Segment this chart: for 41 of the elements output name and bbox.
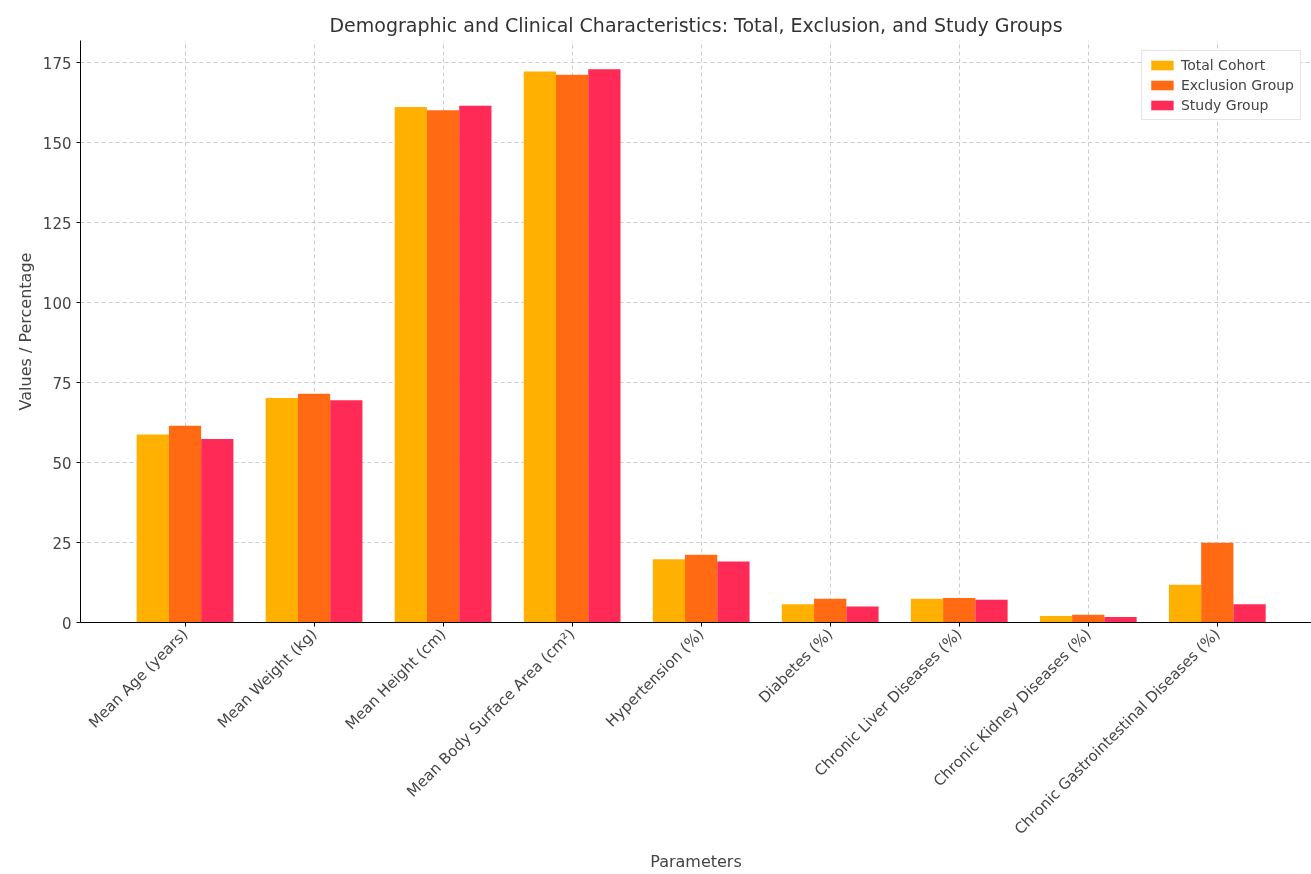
bar xyxy=(556,74,589,623)
y-axis-title: Values / Percentage xyxy=(15,252,35,411)
y-tick-label: 0 xyxy=(61,614,72,633)
y-tick-label: 175 xyxy=(42,54,72,73)
bar xyxy=(943,597,976,623)
bar xyxy=(330,400,363,623)
y-tick-label: 100 xyxy=(42,294,72,313)
bar xyxy=(781,604,815,623)
bar xyxy=(459,105,492,623)
bar xyxy=(1201,542,1234,623)
bar xyxy=(394,107,427,623)
x-axis-title: Parameters xyxy=(650,852,742,872)
bar xyxy=(814,598,847,623)
bar xyxy=(1039,616,1073,623)
legend-label: Exclusion Group xyxy=(1180,77,1294,93)
chart-title: Demographic and Clinical Characteristics: Total, Exclusion, and Study Groups xyxy=(329,13,1063,36)
bar xyxy=(717,561,750,623)
bar xyxy=(1104,617,1137,623)
y-tick-label: 50 xyxy=(52,454,72,473)
bar xyxy=(846,606,879,623)
bar xyxy=(1168,584,1202,623)
bar xyxy=(1233,604,1266,623)
y-tick-label: 75 xyxy=(52,374,72,393)
bar xyxy=(975,599,1008,623)
bar xyxy=(168,425,202,623)
legend-label: Study Group xyxy=(1180,97,1269,113)
bar xyxy=(652,559,686,623)
bar xyxy=(265,398,298,623)
bar xyxy=(523,71,556,623)
bar xyxy=(297,393,331,623)
y-tick-label: 125 xyxy=(42,214,72,233)
bar xyxy=(685,554,718,623)
bar xyxy=(588,69,621,623)
bar xyxy=(1072,614,1105,623)
y-tick-label: 25 xyxy=(52,534,72,553)
bar xyxy=(910,598,944,623)
bar xyxy=(136,434,169,623)
legend-label: Total Cohort xyxy=(1180,57,1266,73)
bar xyxy=(426,110,460,623)
y-tick-label: 150 xyxy=(42,134,72,153)
bar xyxy=(201,438,234,623)
